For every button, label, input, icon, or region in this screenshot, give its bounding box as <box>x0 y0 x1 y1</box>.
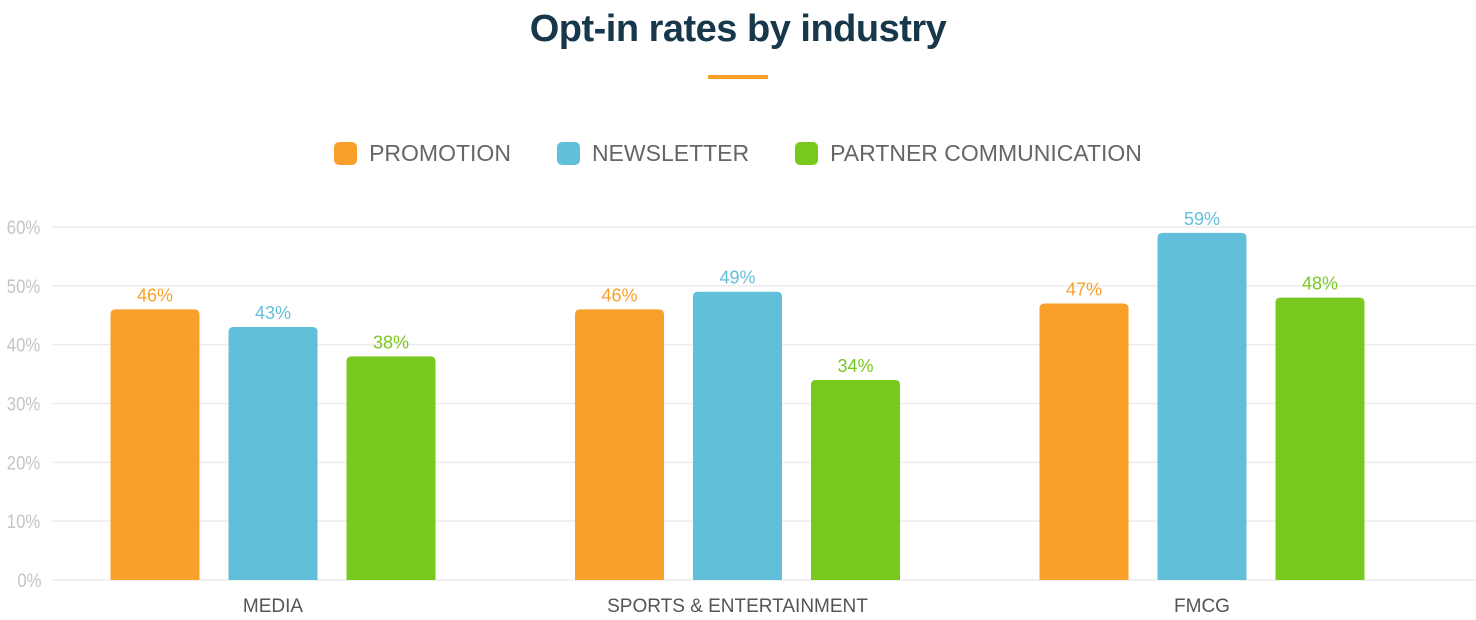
y-tick-label: 20% <box>7 452 41 473</box>
legend-swatch <box>556 142 580 165</box>
bar-value-label: 47% <box>1066 279 1102 299</box>
bar <box>1275 297 1365 580</box>
legend-swatch <box>334 142 358 165</box>
y-tick-label: 30% <box>7 394 41 415</box>
legend-item: NEWSLETTER <box>556 140 750 167</box>
chart-title: Opt-in rates by industry <box>529 8 947 50</box>
legend-label: PROMOTION <box>369 140 511 166</box>
title-underline <box>708 75 768 79</box>
legend: PROMOTION NEWSLETTER PARTNER COMMUNICATION <box>0 140 1476 167</box>
legend-item: PARTNER COMMUNICATION <box>795 140 1142 167</box>
y-tick-label: 0% <box>17 570 41 591</box>
legend-label: NEWSLETTER <box>591 140 750 166</box>
bar <box>110 309 200 580</box>
legend-label: PARTNER COMMUNICATION <box>830 140 1142 166</box>
y-tick-label: 10% <box>7 511 41 532</box>
bar <box>575 309 664 580</box>
bar <box>228 327 318 580</box>
bar-value-label: 43% <box>255 303 291 323</box>
bar-value-label: 49% <box>719 268 755 288</box>
bar-value-label: 59% <box>1184 209 1220 229</box>
bar-value-label: 46% <box>601 285 637 305</box>
y-tick-label: 40% <box>7 335 41 356</box>
bar-value-label: 34% <box>837 356 873 376</box>
bar-value-label: 38% <box>373 332 409 352</box>
bar <box>1039 303 1129 580</box>
x-category-label: MEDIA <box>243 596 304 617</box>
x-category-label: SPORTS & ENTERTAINMENT <box>607 596 868 617</box>
bar-value-label: 48% <box>1302 274 1338 294</box>
legend-swatch <box>795 142 819 165</box>
bar-value-label: 46% <box>137 285 173 305</box>
bar <box>346 356 436 580</box>
bar <box>811 379 900 580</box>
y-tick-label: 60% <box>7 217 41 238</box>
x-category-label: FMCG <box>1174 596 1230 617</box>
bar <box>693 291 782 580</box>
y-tick-label: 50% <box>7 276 41 297</box>
legend-item: PROMOTION <box>334 140 511 167</box>
bar <box>1157 232 1247 580</box>
